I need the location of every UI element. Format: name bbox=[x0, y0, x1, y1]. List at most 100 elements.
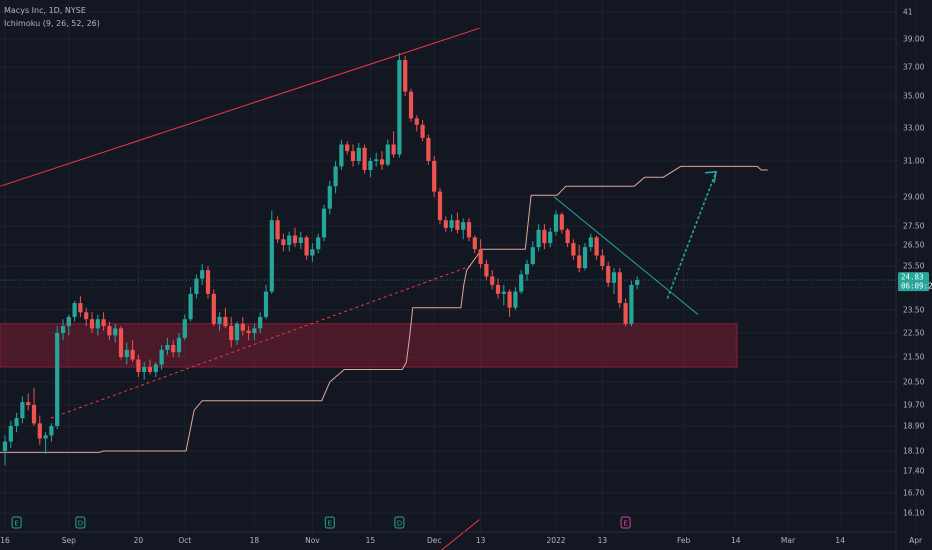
candle-body bbox=[124, 349, 129, 357]
candle-body bbox=[258, 316, 263, 329]
price-tick-label: 39.00 bbox=[903, 35, 925, 44]
candle-body bbox=[385, 144, 390, 165]
candle bbox=[60, 319, 66, 341]
candle-body bbox=[495, 284, 501, 294]
price-axis[interactable]: 41 39.00 37.00 35.00 33.00 31.00 29.00 27.50 26.… bbox=[895, 0, 925, 550]
candle bbox=[188, 287, 193, 322]
candle-body bbox=[205, 270, 211, 294]
candle-body bbox=[84, 312, 89, 320]
candle bbox=[263, 284, 269, 320]
candle-body bbox=[461, 222, 466, 230]
candle bbox=[629, 280, 634, 327]
candle bbox=[246, 326, 251, 341]
event-marker-label: E bbox=[328, 520, 332, 528]
bar-countdown: 06:09:20 bbox=[901, 282, 932, 291]
candle-body bbox=[8, 426, 13, 442]
candle bbox=[298, 231, 303, 250]
candle-body bbox=[37, 423, 42, 439]
candle bbox=[379, 151, 385, 170]
candle bbox=[484, 259, 489, 281]
candle-body bbox=[490, 276, 495, 285]
candle-body bbox=[635, 280, 640, 285]
upper-channel-line-bottom bbox=[440, 519, 480, 550]
event-marker[interactable]: E bbox=[11, 516, 22, 529]
candle-body bbox=[217, 316, 222, 324]
event-marker-label: D bbox=[397, 520, 402, 528]
candle-body bbox=[397, 60, 402, 155]
event-marker[interactable]: E bbox=[324, 516, 335, 529]
candle bbox=[118, 326, 124, 360]
time-tick-label: 18 bbox=[250, 536, 260, 545]
symbol-label[interactable]: Macys Inc, 1D, NYSE bbox=[4, 6, 86, 15]
candle bbox=[31, 387, 37, 426]
candle bbox=[362, 144, 367, 174]
ichimoku-line-path bbox=[0, 165, 768, 453]
time-axis[interactable]: 16 Sep 20 Oct 18 Nov 15 Dec 13 2022 13 Feb 14 Mar 14 Ap… bbox=[0, 531, 923, 545]
last-price-value: 24.83 bbox=[901, 273, 924, 282]
candle bbox=[37, 415, 42, 445]
grid-lines bbox=[0, 0, 917, 532]
candle-body bbox=[432, 161, 437, 192]
candle-body bbox=[333, 166, 338, 187]
candle bbox=[124, 342, 129, 365]
candle-body bbox=[588, 237, 593, 248]
candle-body bbox=[263, 291, 269, 317]
event-marker-label: D bbox=[78, 520, 83, 528]
event-marker[interactable]: D bbox=[75, 516, 86, 529]
candle-body bbox=[223, 316, 228, 327]
candle-body bbox=[211, 293, 216, 324]
candle-body bbox=[89, 319, 95, 329]
indicator-label[interactable]: Ichimoku (9, 26, 52, 26) bbox=[4, 19, 100, 28]
candle bbox=[345, 141, 350, 155]
candle bbox=[147, 359, 153, 375]
price-tick-label: 18.90 bbox=[903, 422, 925, 431]
candle bbox=[327, 180, 332, 215]
candle-body bbox=[275, 220, 280, 240]
lower-channel-line bbox=[50, 265, 471, 419]
candle bbox=[211, 289, 216, 327]
price-tick-label: 17.40 bbox=[903, 467, 925, 476]
candle bbox=[72, 300, 77, 322]
candle-body bbox=[327, 186, 332, 209]
price-tick-label: 20.50 bbox=[903, 378, 925, 387]
candle bbox=[240, 316, 245, 336]
candle bbox=[623, 298, 628, 327]
candle bbox=[432, 156, 437, 197]
event-marker-box bbox=[75, 516, 86, 529]
candle bbox=[200, 263, 205, 285]
price-tick-label: 41 bbox=[903, 8, 913, 17]
candle-body bbox=[229, 326, 234, 341]
candle bbox=[501, 284, 506, 306]
candle-body bbox=[559, 214, 564, 230]
event-marker-label: E bbox=[14, 520, 18, 528]
candle bbox=[49, 423, 54, 442]
candle bbox=[252, 323, 257, 341]
price-tick-label: 22.50 bbox=[903, 329, 925, 338]
projection-arrow-line bbox=[666, 171, 717, 299]
candle bbox=[426, 134, 431, 165]
candle bbox=[304, 235, 309, 260]
candle bbox=[565, 227, 570, 248]
candle-body bbox=[176, 337, 182, 353]
candle-body bbox=[571, 243, 576, 256]
candle bbox=[333, 161, 338, 194]
candle-body bbox=[200, 270, 205, 279]
time-tick-label: 20 bbox=[134, 536, 144, 545]
candle-body bbox=[95, 319, 100, 329]
event-marker[interactable]: E bbox=[620, 516, 631, 529]
event-marker-box bbox=[11, 516, 22, 529]
time-tick-label: Dec bbox=[427, 536, 442, 545]
candle-body bbox=[530, 247, 535, 264]
candle-body bbox=[600, 255, 605, 266]
candle bbox=[374, 152, 379, 167]
candle-body bbox=[472, 237, 477, 250]
price-tick-label: 16.10 bbox=[903, 509, 925, 518]
candle bbox=[281, 233, 286, 252]
candle-body bbox=[577, 255, 582, 269]
candle bbox=[391, 131, 396, 158]
candle bbox=[130, 340, 135, 362]
candle-body bbox=[524, 263, 530, 275]
event-marker[interactable]: D bbox=[394, 516, 405, 529]
